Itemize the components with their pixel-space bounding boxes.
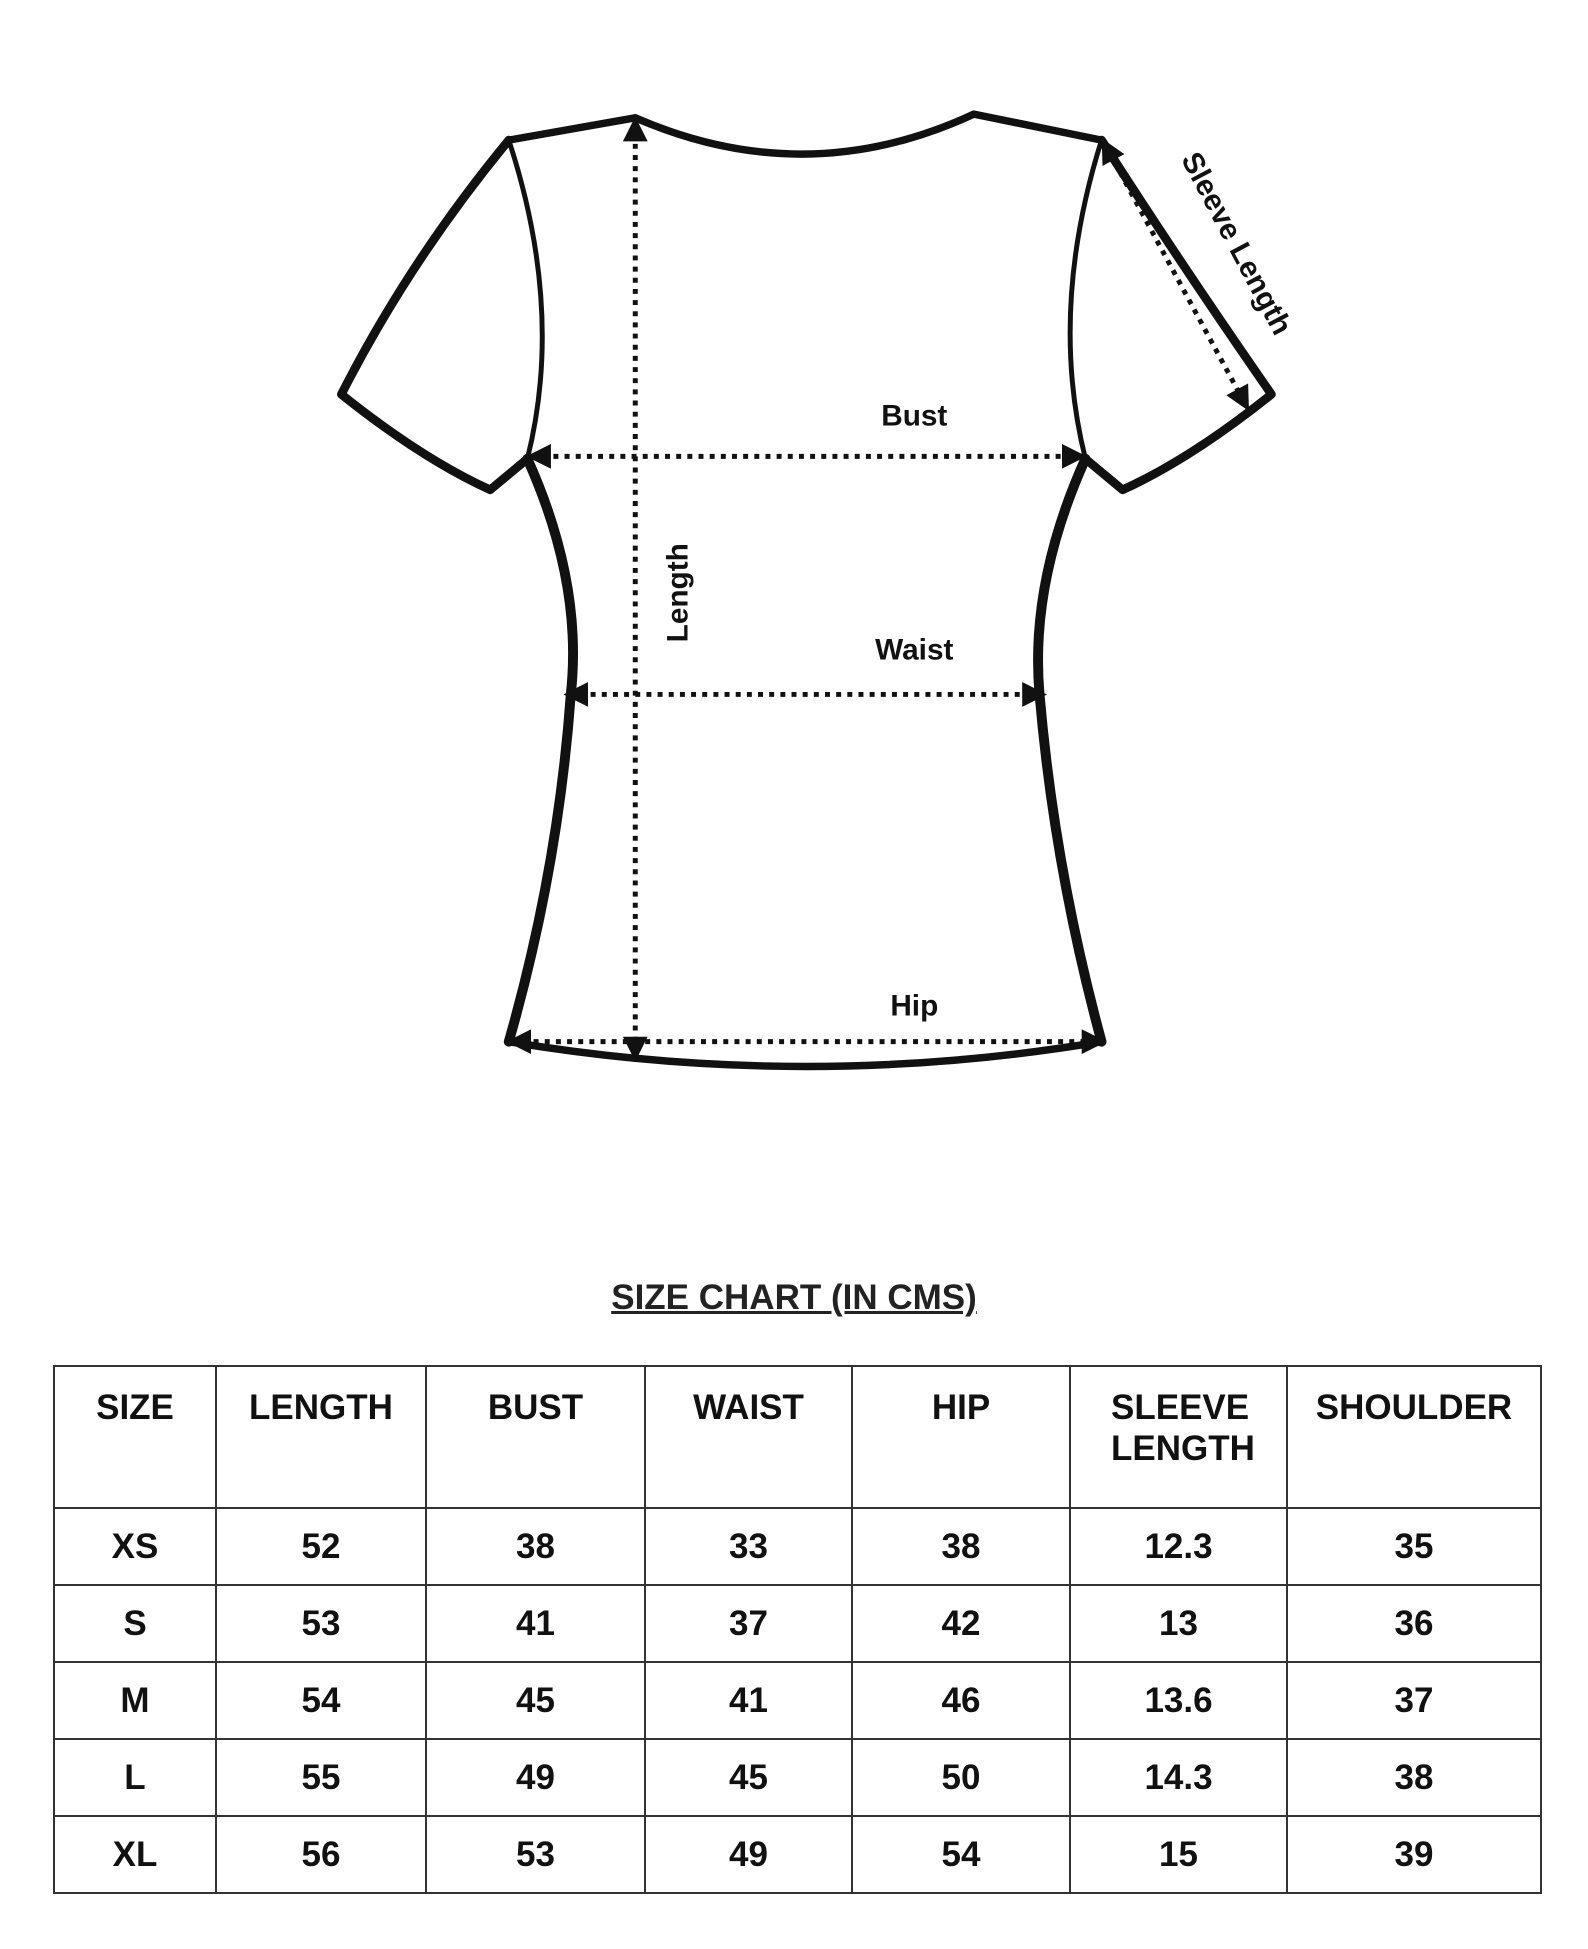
column-header: WAIST bbox=[644, 1365, 853, 1509]
table-cell: 37 bbox=[644, 1584, 853, 1663]
column-header: BUST bbox=[425, 1365, 646, 1509]
column-header: LENGTH bbox=[215, 1365, 427, 1509]
sleeve-length-measure-line bbox=[1101, 138, 1249, 412]
table-cell: 46 bbox=[851, 1661, 1071, 1740]
table-cell: 38 bbox=[851, 1507, 1071, 1586]
table-cell: 54 bbox=[851, 1815, 1071, 1894]
column-header: SIZE bbox=[53, 1365, 217, 1509]
table-cell: XS bbox=[53, 1507, 217, 1586]
table-row: S 53 41 37 42 13 36 bbox=[53, 1584, 1542, 1663]
table-header-row: SIZE LENGTH BUST WAIST HIP SLEEVE LENGTH… bbox=[53, 1365, 1542, 1509]
waist-label: Waist bbox=[875, 634, 953, 667]
table-cell: L bbox=[53, 1738, 217, 1817]
table-cell: 12.3 bbox=[1069, 1507, 1288, 1586]
table-cell: S bbox=[53, 1584, 217, 1663]
table-cell: 55 bbox=[215, 1738, 427, 1817]
table-cell: 49 bbox=[644, 1815, 853, 1894]
table-cell: 49 bbox=[425, 1738, 646, 1817]
table-cell: 53 bbox=[215, 1584, 427, 1663]
table-cell: 41 bbox=[425, 1584, 646, 1663]
table-cell: 13 bbox=[1069, 1584, 1288, 1663]
table-cell: 38 bbox=[1286, 1738, 1542, 1817]
tshirt-measurement-diagram: Bust Waist Hip Length Sleeve Length bbox=[337, 110, 1298, 1071]
table-cell: 56 bbox=[215, 1815, 427, 1894]
table-cell: XL bbox=[53, 1815, 217, 1894]
table-cell: 45 bbox=[425, 1661, 646, 1740]
table-row: XL 56 53 49 54 15 39 bbox=[53, 1815, 1542, 1894]
tshirt-outline bbox=[337, 110, 1276, 1071]
size-chart-table: SIZE LENGTH BUST WAIST HIP SLEEVE LENGTH… bbox=[53, 1365, 1542, 1894]
table-cell: 50 bbox=[851, 1738, 1071, 1817]
table-cell: 53 bbox=[425, 1815, 646, 1894]
table-cell: 15 bbox=[1069, 1815, 1288, 1894]
length-label: Length bbox=[661, 543, 694, 642]
table-cell: M bbox=[53, 1661, 217, 1740]
hip-label: Hip bbox=[890, 990, 938, 1023]
table-cell: 33 bbox=[644, 1507, 853, 1586]
table-row: L 55 49 45 50 14.3 38 bbox=[53, 1738, 1542, 1817]
size-chart-title: SIZE CHART (IN CMS) bbox=[611, 1278, 977, 1317]
table-cell: 37 bbox=[1286, 1661, 1542, 1740]
table-cell: 13.6 bbox=[1069, 1661, 1288, 1740]
table-cell: 39 bbox=[1286, 1815, 1542, 1894]
column-header: SLEEVE LENGTH bbox=[1069, 1365, 1288, 1509]
column-header: SHOULDER bbox=[1286, 1365, 1542, 1509]
table-cell: 14.3 bbox=[1069, 1738, 1288, 1817]
column-header: HIP bbox=[851, 1365, 1071, 1509]
table-cell: 38 bbox=[425, 1507, 646, 1586]
bust-label: Bust bbox=[881, 399, 947, 432]
table-cell: 45 bbox=[644, 1738, 853, 1817]
table-cell: 54 bbox=[215, 1661, 427, 1740]
table-cell: 52 bbox=[215, 1507, 427, 1586]
table-row: XS 52 38 33 38 12.3 35 bbox=[53, 1507, 1542, 1586]
table-cell: 35 bbox=[1286, 1507, 1542, 1586]
table-cell: 36 bbox=[1286, 1584, 1542, 1663]
table-cell: 42 bbox=[851, 1584, 1071, 1663]
table-row: M 54 45 41 46 13.6 37 bbox=[53, 1661, 1542, 1740]
table-cell: 41 bbox=[644, 1661, 853, 1740]
